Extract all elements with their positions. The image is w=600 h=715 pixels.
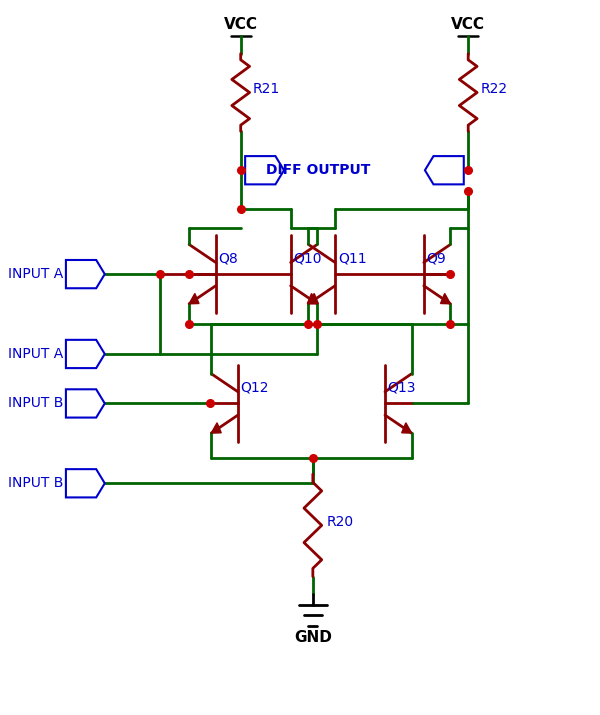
Polygon shape <box>401 423 412 433</box>
Text: GND: GND <box>294 630 332 644</box>
Text: Q8: Q8 <box>218 252 238 266</box>
Polygon shape <box>307 293 317 304</box>
Text: INPUT B: INPUT B <box>8 396 63 410</box>
Text: R21: R21 <box>253 82 280 96</box>
Text: Q12: Q12 <box>241 381 269 395</box>
Text: R22: R22 <box>481 82 508 96</box>
Polygon shape <box>211 423 221 433</box>
Text: Q10: Q10 <box>293 252 322 266</box>
Text: INPUT B: INPUT B <box>8 476 63 490</box>
Text: VCC: VCC <box>451 16 485 31</box>
Polygon shape <box>308 293 319 304</box>
Text: Q9: Q9 <box>427 252 446 266</box>
Text: INPUT A: INPUT A <box>8 267 63 281</box>
Text: R20: R20 <box>327 515 354 529</box>
Text: INPUT A: INPUT A <box>8 347 63 361</box>
Text: Q13: Q13 <box>388 381 416 395</box>
Text: VCC: VCC <box>224 16 258 31</box>
Polygon shape <box>440 293 451 304</box>
Polygon shape <box>189 293 199 304</box>
Text: DIFF OUTPUT: DIFF OUTPUT <box>266 163 371 177</box>
Text: Q11: Q11 <box>338 252 367 266</box>
